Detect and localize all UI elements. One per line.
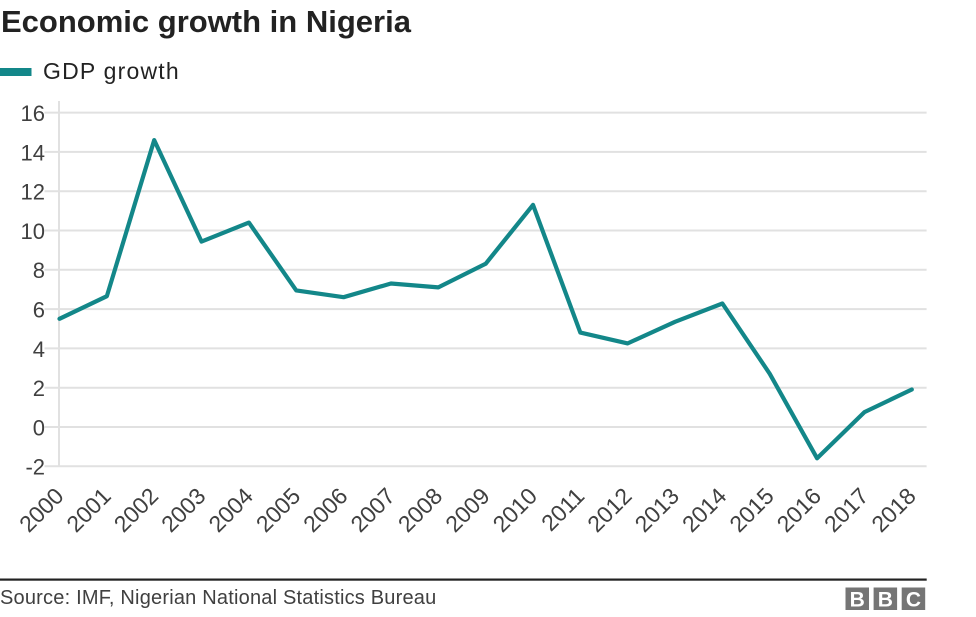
svg-text:2013: 2013: [630, 483, 685, 538]
svg-text:2000: 2000: [14, 483, 69, 538]
svg-text:2017: 2017: [819, 483, 874, 538]
svg-text:2011: 2011: [536, 483, 589, 536]
svg-text:-2: -2: [25, 455, 45, 480]
svg-text:2002: 2002: [109, 483, 164, 538]
svg-text:12: 12: [21, 180, 45, 205]
svg-text:GDP growth: GDP growth: [43, 58, 180, 84]
svg-text:8: 8: [33, 258, 45, 283]
svg-text:2005: 2005: [251, 483, 306, 538]
svg-text:2006: 2006: [298, 483, 353, 538]
svg-text:10: 10: [21, 219, 45, 244]
svg-text:2015: 2015: [724, 483, 779, 538]
svg-text:0: 0: [33, 415, 45, 440]
svg-text:4: 4: [33, 337, 45, 362]
svg-text:14: 14: [21, 140, 45, 165]
svg-text:B: B: [850, 588, 865, 611]
svg-text:2016: 2016: [772, 483, 827, 538]
svg-text:2014: 2014: [677, 483, 732, 538]
svg-text:B: B: [878, 588, 893, 611]
svg-text:2009: 2009: [440, 483, 495, 538]
svg-text:2: 2: [33, 376, 45, 401]
svg-text:2007: 2007: [345, 483, 400, 538]
svg-text:Source: IMF, Nigerian National: Source: IMF, Nigerian National Statistic…: [0, 587, 436, 609]
svg-text:6: 6: [33, 298, 45, 323]
svg-text:2018: 2018: [866, 483, 921, 538]
svg-text:2008: 2008: [393, 483, 448, 538]
svg-text:2001: 2001: [61, 483, 116, 538]
svg-text:2010: 2010: [487, 483, 542, 538]
svg-text:16: 16: [21, 101, 45, 126]
svg-text:Economic growth in Nigeria: Economic growth in Nigeria: [1, 4, 412, 39]
svg-text:2004: 2004: [203, 483, 258, 538]
svg-text:C: C: [906, 588, 921, 611]
svg-text:2012: 2012: [582, 483, 637, 538]
svg-text:2003: 2003: [156, 483, 211, 538]
